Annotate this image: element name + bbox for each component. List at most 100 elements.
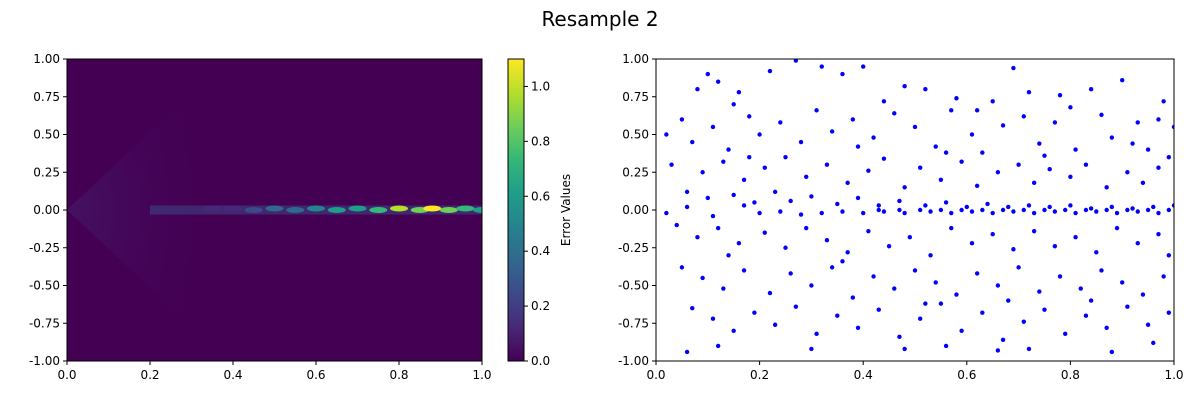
scatter-point bbox=[1104, 185, 1109, 190]
scatter-point bbox=[741, 177, 747, 182]
scatter-y-tick-label: -0.50 bbox=[618, 279, 649, 293]
scatter-point bbox=[793, 304, 799, 309]
scatter-point bbox=[949, 108, 954, 113]
scatter-point bbox=[1031, 180, 1037, 186]
scatter-point bbox=[902, 185, 907, 190]
scatter-point bbox=[990, 210, 995, 216]
scatter-point bbox=[1052, 209, 1058, 214]
heatmap-hotspot bbox=[265, 205, 284, 212]
scatter-point bbox=[819, 210, 824, 216]
scatter-point bbox=[1151, 204, 1156, 210]
heatmap-x-tick-label: 1.0 bbox=[472, 368, 491, 382]
scatter-point bbox=[995, 170, 1001, 175]
scatter-point bbox=[840, 71, 845, 77]
scatter-point bbox=[964, 204, 969, 210]
scatter-point bbox=[1088, 206, 1094, 211]
scatter-point bbox=[1047, 167, 1052, 172]
scatter-point bbox=[1125, 304, 1130, 309]
scatter-point bbox=[933, 280, 938, 285]
scatter-point bbox=[1171, 203, 1174, 208]
scatter-point bbox=[892, 286, 897, 291]
scatter-point bbox=[1073, 234, 1078, 240]
scatter-point bbox=[710, 124, 716, 130]
scatter-point bbox=[715, 343, 721, 349]
scatter-point bbox=[990, 231, 995, 237]
scatter-point bbox=[871, 135, 876, 140]
scatter-point bbox=[1171, 124, 1174, 130]
scatter-point bbox=[752, 310, 757, 315]
scatter-point bbox=[809, 346, 814, 352]
scatter-point bbox=[1166, 154, 1172, 160]
scatter-point bbox=[845, 180, 850, 186]
scatter-point bbox=[1109, 349, 1115, 355]
heatmap-y-tick-label: 0.75 bbox=[33, 90, 60, 104]
scatter-point bbox=[1145, 147, 1151, 152]
scatter-point bbox=[679, 117, 685, 122]
scatter-point bbox=[664, 132, 669, 137]
scatter-point bbox=[1031, 228, 1037, 234]
scatter-point bbox=[793, 59, 799, 63]
heatmap-hotspot bbox=[423, 205, 442, 212]
scatter-point bbox=[840, 209, 845, 214]
scatter-point bbox=[731, 328, 736, 333]
heatmap-y-tick-label: 0.25 bbox=[33, 165, 60, 179]
scatter-point bbox=[829, 129, 835, 134]
scatter-point bbox=[1042, 153, 1047, 158]
scatter-point bbox=[684, 204, 690, 210]
scatter-point bbox=[938, 177, 944, 182]
colorbar-frame bbox=[507, 58, 525, 362]
scatter-point bbox=[1068, 174, 1073, 179]
scatter-point bbox=[1125, 207, 1130, 213]
scatter-point bbox=[1094, 250, 1099, 255]
scatter-point bbox=[912, 124, 918, 130]
scatter-point bbox=[938, 207, 944, 213]
scatter-point bbox=[954, 292, 959, 297]
scatter-point bbox=[1166, 310, 1172, 315]
scatter-point bbox=[923, 301, 928, 306]
heatmap-y-tick-label: -0.25 bbox=[29, 241, 60, 255]
scatter-point bbox=[892, 111, 897, 116]
scatter-point bbox=[824, 162, 830, 167]
scatter-point bbox=[664, 210, 669, 216]
scatter-point bbox=[897, 198, 902, 204]
scatter-point bbox=[959, 328, 964, 333]
scatter-x-tick-label: 0.0 bbox=[646, 368, 665, 382]
scatter-point bbox=[933, 144, 938, 149]
scatter-point bbox=[876, 207, 881, 213]
scatter-point bbox=[809, 194, 814, 199]
scatter-point bbox=[1135, 209, 1140, 214]
heatmap-y-tick-label: 0.00 bbox=[33, 203, 60, 217]
scatter-point bbox=[783, 154, 788, 160]
scatter-point bbox=[1083, 207, 1089, 213]
scatter-point bbox=[995, 283, 1001, 288]
scatter-point bbox=[1161, 274, 1166, 279]
scatter-point bbox=[897, 207, 902, 213]
scatter-point bbox=[1063, 207, 1068, 213]
scatter-point bbox=[762, 165, 767, 170]
scatter-point bbox=[866, 228, 871, 234]
scatter-point bbox=[974, 108, 980, 113]
scatter-point bbox=[1109, 204, 1115, 210]
heatmap-y-tick-label: 0.50 bbox=[33, 128, 60, 142]
scatter-point bbox=[1140, 180, 1146, 186]
scatter-point bbox=[850, 117, 856, 122]
scatter-point bbox=[1021, 319, 1026, 324]
scatter-point bbox=[788, 198, 793, 204]
scatter-point bbox=[700, 170, 705, 175]
heatmap-x-tick-label: 0.0 bbox=[57, 368, 76, 382]
scatter-point bbox=[741, 268, 747, 273]
scatter-x-tick-label: 0.4 bbox=[854, 368, 873, 382]
scatter-point bbox=[928, 209, 933, 214]
scatter-point bbox=[959, 207, 964, 213]
heatmap-hotspot bbox=[286, 207, 305, 213]
scatter-point bbox=[1026, 346, 1032, 352]
scatter-point bbox=[824, 238, 830, 243]
scatter-point bbox=[928, 253, 933, 258]
scatter-point bbox=[747, 114, 752, 119]
scatter-point bbox=[840, 259, 845, 264]
figure-title: Resample 2 bbox=[541, 7, 658, 31]
scatter-point bbox=[814, 331, 819, 337]
scatter-point bbox=[695, 234, 700, 240]
scatter-point bbox=[1068, 203, 1073, 208]
heatmap-hotspot bbox=[327, 207, 346, 213]
